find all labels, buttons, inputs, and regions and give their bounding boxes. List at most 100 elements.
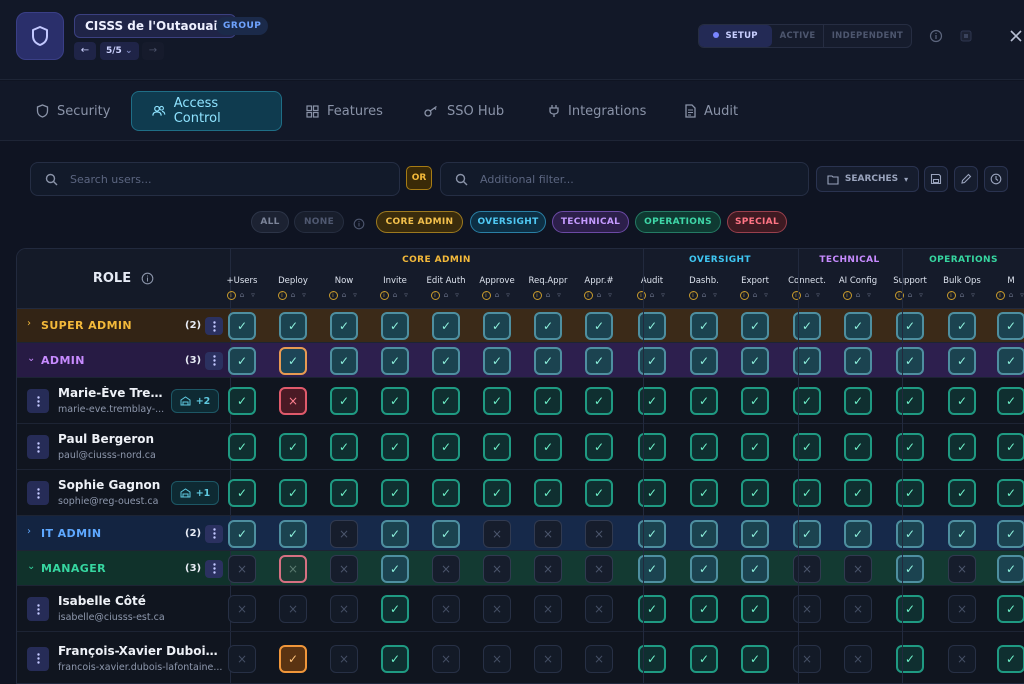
filter-icon[interactable]: ▿ [713, 291, 717, 299]
info-icon[interactable]: i [226, 291, 236, 300]
tab-integrations[interactable]: Integrations [528, 91, 666, 131]
permission-granted-cell[interactable]: ✓ [432, 519, 460, 548]
permission-granted-cell[interactable]: ✓ [997, 554, 1024, 583]
permission-granted-cell[interactable]: ✓ [997, 595, 1024, 623]
role-row[interactable]: › IT ADMIN (2) ✓ ✓ × ✓ ✓ × × × ✓ ✓ ✓ ✓ ✓ ✓ ✓ ✓ [17, 516, 1024, 551]
permission-granted-cell[interactable]: ✓ [741, 644, 769, 673]
role-menu-button[interactable] [205, 559, 223, 578]
filter-icon[interactable]: ▿ [867, 291, 871, 299]
permission-granted-cell[interactable]: ✓ [381, 479, 409, 507]
permission-granted-cell[interactable]: ✓ [690, 312, 718, 340]
permission-granted-cell[interactable]: ✓ [432, 479, 460, 507]
permission-granted-cell[interactable]: ✓ [741, 479, 769, 507]
permission-granted-cell[interactable]: ✓ [279, 479, 307, 507]
edit-search-button[interactable] [954, 166, 978, 192]
permission-granted-cell[interactable]: ✓ [483, 479, 511, 507]
column-header[interactable]: +Users [226, 276, 258, 286]
permission-denied-cell[interactable]: × [793, 644, 821, 673]
permission-override-deny-cell[interactable]: × [279, 387, 307, 415]
permission-granted-cell[interactable]: ✓ [585, 346, 613, 375]
info-icon[interactable] [353, 215, 365, 234]
prev-button[interactable]: ← [74, 42, 96, 60]
info-icon[interactable] [141, 272, 154, 285]
permission-denied-cell[interactable]: × [948, 595, 976, 623]
permission-denied-cell[interactable]: × [228, 595, 256, 623]
permission-granted-cell[interactable]: ✓ [948, 519, 976, 548]
lock-icon[interactable]: ⌂ [752, 291, 758, 299]
permission-denied-cell[interactable]: × [585, 595, 613, 623]
permission-granted-cell[interactable]: ✓ [896, 519, 924, 548]
role-row[interactable]: › SUPER ADMIN (2) ✓ ✓ ✓ ✓ ✓ ✓ ✓ ✓ ✓ ✓ ✓ ✓ ✓ ✓ ✓ ✓ [17, 309, 1024, 343]
permission-granted-cell[interactable]: ✓ [381, 387, 409, 415]
permission-denied-cell[interactable]: × [844, 554, 872, 583]
filter-icon[interactable]: ▿ [302, 291, 306, 299]
permission-granted-cell[interactable]: ✓ [793, 519, 821, 548]
role-row[interactable]: ⌄ MANAGER (3) × × × ✓ × × × × ✓ ✓ ✓ × × ✓ × ✓ [17, 551, 1024, 586]
permission-granted-cell[interactable]: ✓ [741, 519, 769, 548]
info-icon[interactable]: i [379, 291, 389, 300]
filter-icon[interactable]: ▿ [404, 291, 408, 299]
permission-granted-cell[interactable]: ✓ [638, 644, 666, 673]
info-icon[interactable]: i [430, 291, 440, 300]
chevron-down-icon[interactable]: ⌄ [27, 560, 36, 572]
filter-icon[interactable]: ▿ [919, 291, 923, 299]
chevron-down-icon[interactable]: ⌄ [27, 352, 36, 364]
permission-granted-cell[interactable]: ✓ [741, 595, 769, 623]
lock-icon[interactable]: ⌂ [239, 291, 245, 299]
permission-granted-cell[interactable]: ✓ [228, 346, 256, 375]
permission-granted-cell[interactable]: ✓ [793, 433, 821, 461]
permission-granted-cell[interactable]: ✓ [638, 519, 666, 548]
permission-granted-cell[interactable]: ✓ [381, 312, 409, 340]
permission-granted-cell[interactable]: ✓ [844, 433, 872, 461]
column-header[interactable]: Connect. [788, 276, 826, 286]
permission-granted-cell[interactable]: ✓ [585, 433, 613, 461]
save-search-button[interactable] [924, 166, 948, 192]
permission-granted-cell[interactable]: ✓ [534, 387, 562, 415]
permission-granted-cell[interactable]: ✓ [432, 433, 460, 461]
permission-granted-cell[interactable]: ✓ [997, 312, 1024, 340]
permission-denied-cell[interactable]: × [948, 644, 976, 673]
extra-roles-badge[interactable]: +2 [171, 389, 219, 413]
permission-granted-cell[interactable]: ✓ [690, 387, 718, 415]
permission-denied-cell[interactable]: × [483, 595, 511, 623]
permission-granted-cell[interactable]: ✓ [483, 433, 511, 461]
permission-granted-cell[interactable]: ✓ [793, 387, 821, 415]
search-input[interactable] [70, 172, 370, 186]
column-header[interactable]: Deploy [278, 276, 308, 286]
permission-granted-cell[interactable]: ✓ [534, 312, 562, 340]
permission-granted-cell[interactable]: ✓ [690, 519, 718, 548]
permission-granted-cell[interactable]: ✓ [228, 312, 256, 340]
permission-granted-cell[interactable]: ✓ [997, 479, 1024, 507]
filter-icon[interactable]: ▿ [764, 291, 768, 299]
tab-features[interactable]: Features [286, 91, 403, 131]
lock-icon[interactable]: ⌂ [443, 291, 449, 299]
filter-icon[interactable]: ▿ [608, 291, 612, 299]
permission-granted-cell[interactable]: ✓ [330, 433, 358, 461]
role-menu-button[interactable] [205, 524, 223, 543]
user-row[interactable]: Isabelle Côté isabelle@ciusss-est.ca × × × ✓ ×… [17, 586, 1024, 632]
mode-setup[interactable]: SETUP [699, 25, 773, 47]
permission-granted-cell[interactable]: ✓ [844, 346, 872, 375]
permission-granted-cell[interactable]: ✓ [432, 312, 460, 340]
permission-granted-cell[interactable]: ✓ [741, 346, 769, 375]
permission-granted-cell[interactable]: ✓ [585, 479, 613, 507]
info-icon[interactable]: i [739, 291, 749, 300]
permission-denied-cell[interactable]: × [844, 644, 872, 673]
permission-granted-cell[interactable]: ✓ [844, 387, 872, 415]
permission-granted-cell[interactable]: ✓ [330, 346, 358, 375]
additional-filter-input[interactable] [480, 172, 780, 186]
filter-special[interactable]: SPECIAL [727, 211, 787, 233]
lock-icon[interactable]: ⌂ [341, 291, 347, 299]
tab-audit[interactable]: Audit [664, 91, 758, 131]
filter-icon[interactable]: ▿ [353, 291, 357, 299]
permission-denied-cell[interactable]: × [585, 644, 613, 673]
permission-granted-cell[interactable]: ✓ [432, 387, 460, 415]
permission-granted-cell[interactable]: ✓ [844, 479, 872, 507]
permission-granted-cell[interactable]: ✓ [896, 595, 924, 623]
info-icon[interactable]: i [894, 291, 904, 300]
role-menu-button[interactable] [205, 351, 223, 370]
permission-granted-cell[interactable]: ✓ [690, 433, 718, 461]
permission-denied-cell[interactable]: × [534, 554, 562, 583]
role-row[interactable]: ⌄ ADMIN (3) ✓ ✓ ✓ ✓ ✓ ✓ ✓ ✓ ✓ ✓ ✓ ✓ ✓ ✓ ✓ ✓ [17, 343, 1024, 378]
permission-granted-cell[interactable]: ✓ [279, 519, 307, 548]
